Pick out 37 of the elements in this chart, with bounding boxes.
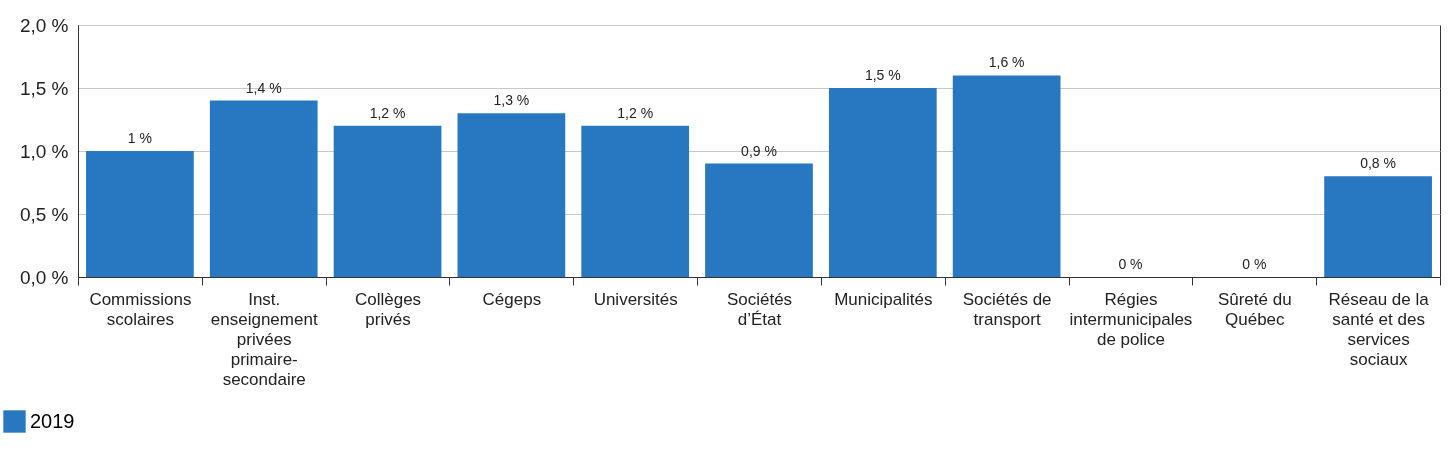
data-label: 1,2 %	[617, 104, 654, 121]
y-tick-label: 1,5 %	[19, 77, 69, 99]
x-tick-label: Réseau de la santé et des services sociaux	[1328, 289, 1430, 369]
x-tick-label: Inst. enseignement privées primaire-secondaire	[210, 289, 318, 389]
data-label: 1,2 %	[369, 104, 406, 121]
x-tick-label: Régies intermunicipales de police	[1069, 289, 1193, 349]
data-label: 1,6 %	[988, 54, 1025, 71]
data-label: 0 %	[1242, 256, 1267, 272]
bar	[86, 151, 194, 277]
y-tick-label: 2,0 %	[19, 14, 69, 36]
bar	[333, 125, 442, 277]
y-tick-label: 0,5 %	[19, 203, 69, 225]
bar	[1324, 176, 1432, 277]
data-label: 0,8 %	[1360, 155, 1396, 172]
data-label: 1,4 %	[245, 79, 282, 96]
data-label: 0,9 %	[741, 142, 777, 159]
bar	[209, 100, 318, 277]
y-tick-label: 1,0 %	[19, 140, 69, 162]
x-tick-label: Sociétés de transport	[962, 289, 1052, 329]
x-tick-label: Sûreté du Québec	[1217, 289, 1292, 329]
data-label: 1,5 %	[864, 67, 901, 83]
x-tick-label: Universités	[593, 289, 678, 309]
x-tick-label: Cégeps	[482, 289, 542, 309]
bar	[457, 113, 566, 277]
bar	[705, 163, 813, 277]
bar	[952, 75, 1061, 277]
x-tick-label: Collèges privés	[354, 289, 422, 329]
legend-label: 2019	[30, 409, 75, 432]
x-tick-label: Municipalités	[834, 289, 933, 309]
x-tick-label: Sociétés d’État	[726, 289, 793, 329]
y-tick-label: 0,0 %	[19, 266, 69, 288]
bar	[828, 88, 937, 277]
data-label: 0 %	[1118, 256, 1143, 272]
x-tick-label: Commissions scolaires	[89, 289, 192, 329]
data-label: 1,3 %	[493, 92, 530, 109]
data-label: 1 %	[127, 130, 152, 146]
bar	[581, 125, 690, 277]
